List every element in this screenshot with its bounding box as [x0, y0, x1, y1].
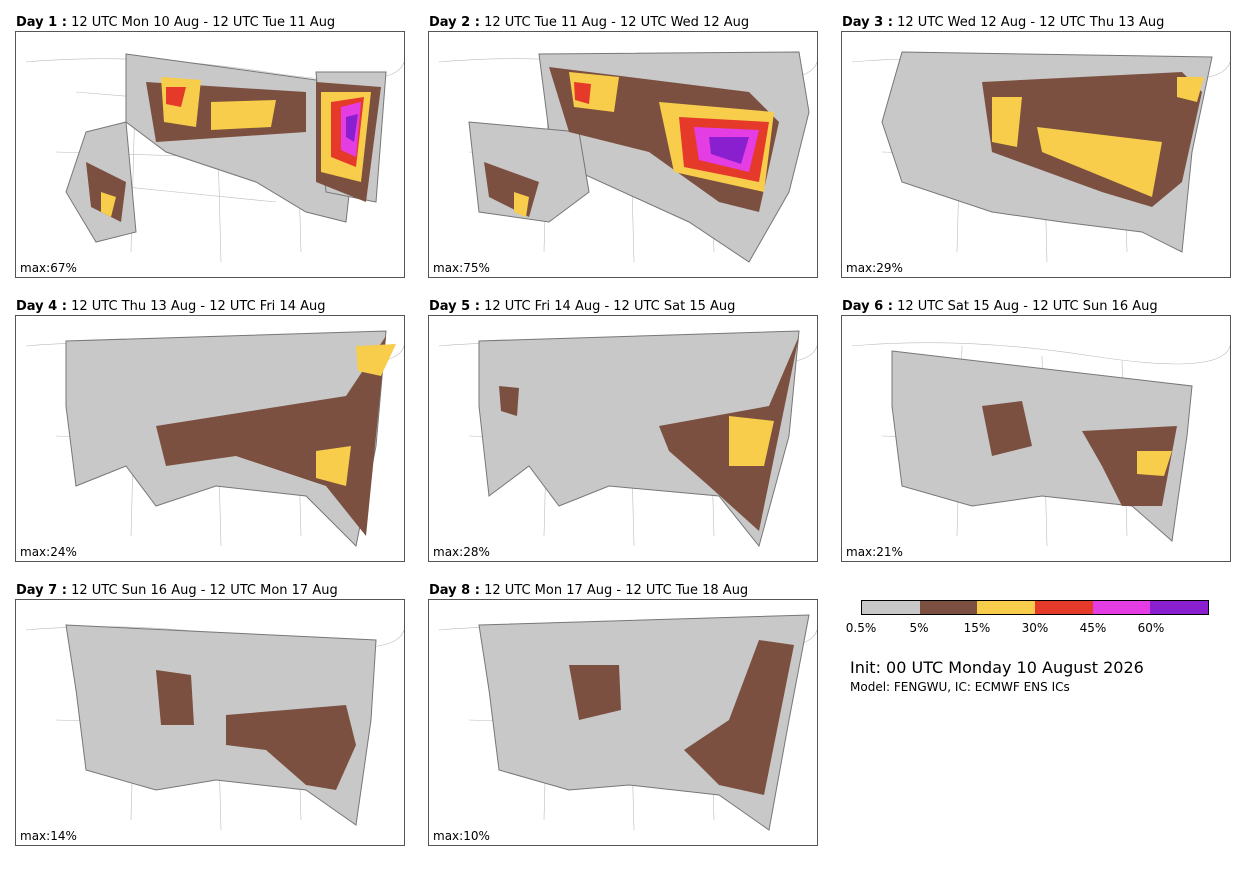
max-label: max:29% — [846, 261, 903, 275]
max-label: max:24% — [20, 545, 77, 559]
panel-title-day4: Day 4 : 12 UTC Thu 13 Aug - 12 UTC Fri 1… — [16, 299, 325, 314]
colorbar-swatch-1 — [862, 601, 920, 614]
map-panel-day7: max:14% — [15, 599, 405, 846]
panel-title-day1: Day 1 : 12 UTC Mon 10 Aug - 12 UTC Tue 1… — [16, 15, 335, 30]
colorbar-swatch-6 — [1150, 601, 1209, 614]
date-range: 12 UTC Sun 16 Aug - 12 UTC Mon 17 Aug — [71, 583, 338, 598]
day-label: Day 3 : — [842, 15, 893, 30]
colorbar-label: 0.5% — [845, 621, 877, 635]
max-label: max:28% — [433, 545, 490, 559]
map-day5 — [438, 330, 817, 548]
map-day3 — [851, 51, 1230, 263]
day-label: Day 1 : — [16, 15, 67, 30]
map-day7 — [25, 624, 404, 831]
date-range: 12 UTC Mon 17 Aug - 12 UTC Tue 18 Aug — [484, 583, 749, 598]
map-day6 — [851, 342, 1230, 547]
init-time: Init: 00 UTC Monday 10 August 2026 — [850, 658, 1144, 677]
map-panel-day3: max:29% — [841, 31, 1231, 278]
date-range: 12 UTC Tue 11 Aug - 12 UTC Wed 12 Aug — [484, 15, 750, 30]
map-panel-day4: max:24% — [15, 315, 405, 562]
model-info: Model: FENGWU, IC: ECMWF ENS ICs — [850, 680, 1070, 694]
colorbar-swatch-3 — [977, 601, 1036, 614]
max-label: max:75% — [433, 261, 490, 275]
colorbar-swatch-4 — [1035, 601, 1093, 614]
map-day1 — [25, 53, 404, 263]
map-panel-day6: max:21% — [841, 315, 1231, 562]
map-day8 — [438, 614, 817, 831]
day-label: Day 6 : — [842, 299, 893, 314]
map-panel-day2: max:75% — [428, 31, 818, 278]
date-range: 12 UTC Fri 14 Aug - 12 UTC Sat 15 Aug — [484, 299, 736, 314]
panel-title-day8: Day 8 : 12 UTC Mon 17 Aug - 12 UTC Tue 1… — [429, 583, 748, 598]
day-label: Day 4 : — [16, 299, 67, 314]
map-panel-day1: max:67% — [15, 31, 405, 278]
colorbar-swatch-2 — [919, 601, 978, 614]
day-label: Day 5 : — [429, 299, 480, 314]
colorbar — [861, 600, 1209, 615]
day-label: Day 8 : — [429, 583, 480, 598]
colorbar-swatch-5 — [1092, 601, 1151, 614]
colorbar-label: 30% — [1021, 621, 1049, 635]
max-label: max:10% — [433, 829, 490, 843]
panel-title-day7: Day 7 : 12 UTC Sun 16 Aug - 12 UTC Mon 1… — [16, 583, 338, 598]
panel-title-day5: Day 5 : 12 UTC Fri 14 Aug - 12 UTC Sat 1… — [429, 299, 735, 314]
colorbar-label: 45% — [1079, 621, 1107, 635]
date-range: 12 UTC Mon 10 Aug - 12 UTC Tue 11 Aug — [71, 15, 336, 30]
panel-title-day2: Day 2 : 12 UTC Tue 11 Aug - 12 UTC Wed 1… — [429, 15, 749, 30]
panel-title-day6: Day 6 : 12 UTC Sat 15 Aug - 12 UTC Sun 1… — [842, 299, 1158, 314]
max-label: max:21% — [846, 545, 903, 559]
map-day4 — [25, 330, 404, 548]
map-panel-day8: max:10% — [428, 599, 818, 846]
colorbar-label: 15% — [963, 621, 991, 635]
date-range: 12 UTC Sat 15 Aug - 12 UTC Sun 16 Aug — [897, 299, 1158, 314]
panel-title-day3: Day 3 : 12 UTC Wed 12 Aug - 12 UTC Thu 1… — [842, 15, 1164, 30]
colorbar-label: 60% — [1137, 621, 1165, 635]
date-range: 12 UTC Wed 12 Aug - 12 UTC Thu 13 Aug — [897, 15, 1165, 30]
map-panel-day5: max:28% — [428, 315, 818, 562]
day-label: Day 2 : — [429, 15, 480, 30]
map-day2 — [438, 51, 817, 263]
day-label: Day 7 : — [16, 583, 67, 598]
max-label: max:14% — [20, 829, 77, 843]
max-label: max:67% — [20, 261, 77, 275]
colorbar-label: 5% — [909, 621, 929, 635]
date-range: 12 UTC Thu 13 Aug - 12 UTC Fri 14 Aug — [71, 299, 326, 314]
